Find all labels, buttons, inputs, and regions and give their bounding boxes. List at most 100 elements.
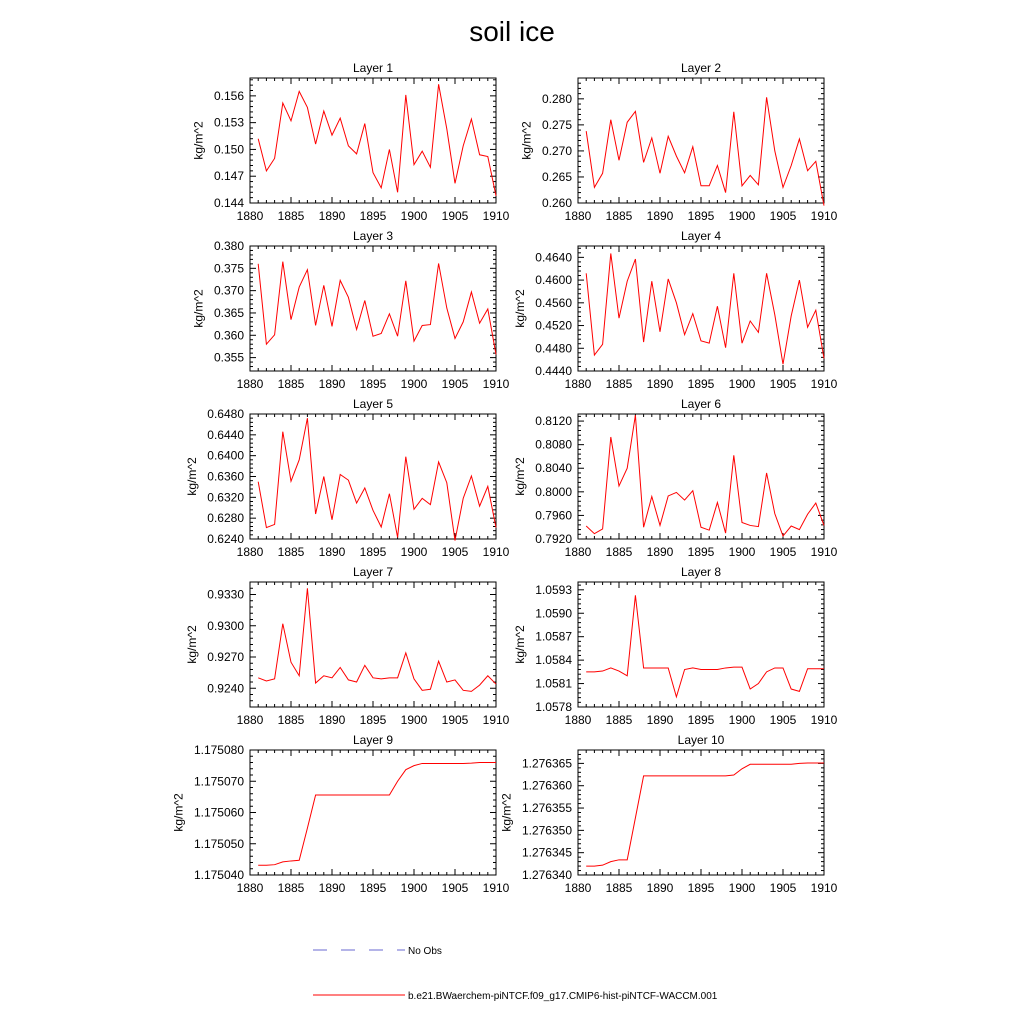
y-tick-label: 0.153 — [214, 116, 244, 130]
panel-layer-7: Layer 7 1880 1885 1890 1895 1900 1905 1910 0.924… — [185, 565, 510, 727]
y-tick-label: 0.9240 — [207, 681, 244, 695]
page-title: soil ice — [469, 16, 555, 47]
panel-layer-5: Layer 5 1880 1885 1890 1895 1900 1905 1910 0.624… — [185, 397, 510, 559]
x-tick-label: 1895 — [360, 881, 387, 895]
panel-layer-3: Layer 3 1880 1885 1890 1895 1900 1905 1910 0.355… — [192, 229, 510, 391]
x-tick-label: 1890 — [319, 377, 346, 391]
y-axis-label: kg/m^2 — [185, 457, 199, 496]
x-tick-label: 1885 — [278, 713, 305, 727]
y-tick-label: 0.275 — [542, 118, 572, 132]
y-tick-label: 0.4600 — [535, 273, 572, 287]
y-axis-label: kg/m^2 — [513, 457, 527, 496]
y-tick-label: 0.7960 — [535, 508, 572, 522]
x-tick-label: 1905 — [770, 881, 797, 895]
x-tick-label: 1910 — [483, 377, 510, 391]
y-tick-label: 0.9300 — [207, 619, 244, 633]
y-tick-label: 0.6440 — [207, 428, 244, 442]
y-tick-label: 1.175050 — [194, 837, 244, 851]
plot-frame — [577, 245, 825, 372]
y-tick-label: 1.175040 — [194, 868, 244, 882]
y-tick-label: 1.276340 — [522, 868, 572, 882]
x-tick-label: 1880 — [237, 545, 264, 559]
y-axis-label: kg/m^2 — [520, 121, 534, 160]
y-tick-label: 0.9270 — [207, 650, 244, 664]
x-tick-label: 1890 — [319, 713, 346, 727]
x-tick-label: 1890 — [647, 377, 674, 391]
y-tick-label: 0.380 — [214, 239, 244, 253]
y-tick-label: 1.175070 — [194, 774, 244, 788]
x-tick-label: 1905 — [442, 881, 469, 895]
x-tick-label: 1900 — [729, 545, 756, 559]
legend-model-label: b.e21.BWaerchem-piNTCF.f09_g17.CMIP6-his… — [408, 991, 718, 1002]
y-tick-label: 1.0578 — [535, 700, 572, 714]
y-tick-label: 1.276350 — [522, 823, 572, 837]
x-tick-label: 1880 — [565, 881, 592, 895]
panel-title: Layer 6 — [681, 397, 721, 411]
x-tick-label: 1885 — [606, 377, 633, 391]
x-tick-label: 1910 — [811, 209, 838, 223]
y-tick-label: 1.175060 — [194, 806, 244, 820]
y-axis-label: kg/m^2 — [192, 289, 206, 328]
y-tick-label: 0.370 — [214, 284, 244, 298]
series-line — [257, 261, 497, 355]
x-tick-label: 1895 — [360, 713, 387, 727]
x-tick-label: 1895 — [688, 209, 715, 223]
y-axis-label: kg/m^2 — [513, 289, 527, 328]
x-tick-label: 1885 — [278, 377, 305, 391]
x-tick-label: 1880 — [237, 209, 264, 223]
y-tick-label: 0.4520 — [535, 319, 572, 333]
x-tick-label: 1890 — [647, 545, 674, 559]
series-line — [585, 253, 825, 365]
panel-layer-8: Layer 8 1880 1885 1890 1895 1900 1905 1910 1.057… — [513, 565, 838, 727]
x-tick-label: 1910 — [483, 713, 510, 727]
y-tick-label: 0.4560 — [535, 296, 572, 310]
x-tick-label: 1910 — [811, 713, 838, 727]
x-tick-label: 1900 — [401, 713, 428, 727]
x-tick-label: 1895 — [360, 209, 387, 223]
x-tick-label: 1905 — [442, 545, 469, 559]
x-tick-label: 1905 — [770, 713, 797, 727]
series-line — [258, 588, 497, 692]
y-tick-label: 0.4480 — [535, 341, 572, 355]
series-line — [257, 84, 497, 196]
legend-obs-label: No Obs — [408, 946, 442, 957]
y-tick-label: 0.6320 — [207, 490, 244, 504]
y-tick-label: 0.260 — [542, 196, 572, 210]
y-tick-label: 0.156 — [214, 89, 244, 103]
plot-frame — [249, 245, 497, 372]
x-tick-label: 1895 — [360, 377, 387, 391]
x-tick-label: 1890 — [319, 545, 346, 559]
y-tick-label: 1.276365 — [522, 756, 572, 770]
panel-layer-6: Layer 6 1880 1885 1890 1895 1900 1905 1910 0.792… — [513, 397, 838, 559]
x-tick-label: 1905 — [442, 209, 469, 223]
y-axis-label: kg/m^2 — [513, 625, 527, 664]
y-tick-label: 0.280 — [542, 92, 572, 106]
panel-layer-1: Layer 1 1880 1885 1890 1895 1900 1905 1910 0.144… — [192, 61, 510, 223]
y-tick-label: 1.175080 — [194, 743, 244, 757]
x-tick-label: 1890 — [319, 881, 346, 895]
plot-frame — [577, 749, 825, 876]
x-tick-label: 1910 — [483, 881, 510, 895]
x-tick-label: 1885 — [606, 713, 633, 727]
y-tick-label: 1.276360 — [522, 779, 572, 793]
y-tick-label: 1.0584 — [535, 653, 572, 667]
series-line — [586, 595, 824, 699]
x-tick-label: 1890 — [647, 713, 674, 727]
plot-frame — [577, 581, 825, 708]
panel-title: Layer 3 — [353, 229, 393, 243]
x-tick-label: 1900 — [401, 209, 428, 223]
y-tick-label: 1.0593 — [535, 583, 572, 597]
y-tick-label: 0.144 — [214, 196, 244, 210]
panel-title: Layer 1 — [353, 61, 393, 75]
panel-layer-9: Layer 9 1880 1885 1890 1895 1900 1905 1910 1.175… — [171, 733, 509, 895]
y-tick-label: 0.8080 — [535, 438, 572, 452]
y-tick-label: 0.270 — [542, 144, 572, 158]
x-tick-label: 1895 — [688, 545, 715, 559]
x-tick-label: 1910 — [483, 209, 510, 223]
x-tick-label: 1885 — [606, 881, 633, 895]
y-tick-label: 0.6480 — [207, 407, 244, 421]
panel-title: Layer 10 — [678, 733, 725, 747]
y-tick-label: 0.8000 — [535, 485, 572, 499]
y-tick-label: 0.147 — [214, 169, 244, 183]
